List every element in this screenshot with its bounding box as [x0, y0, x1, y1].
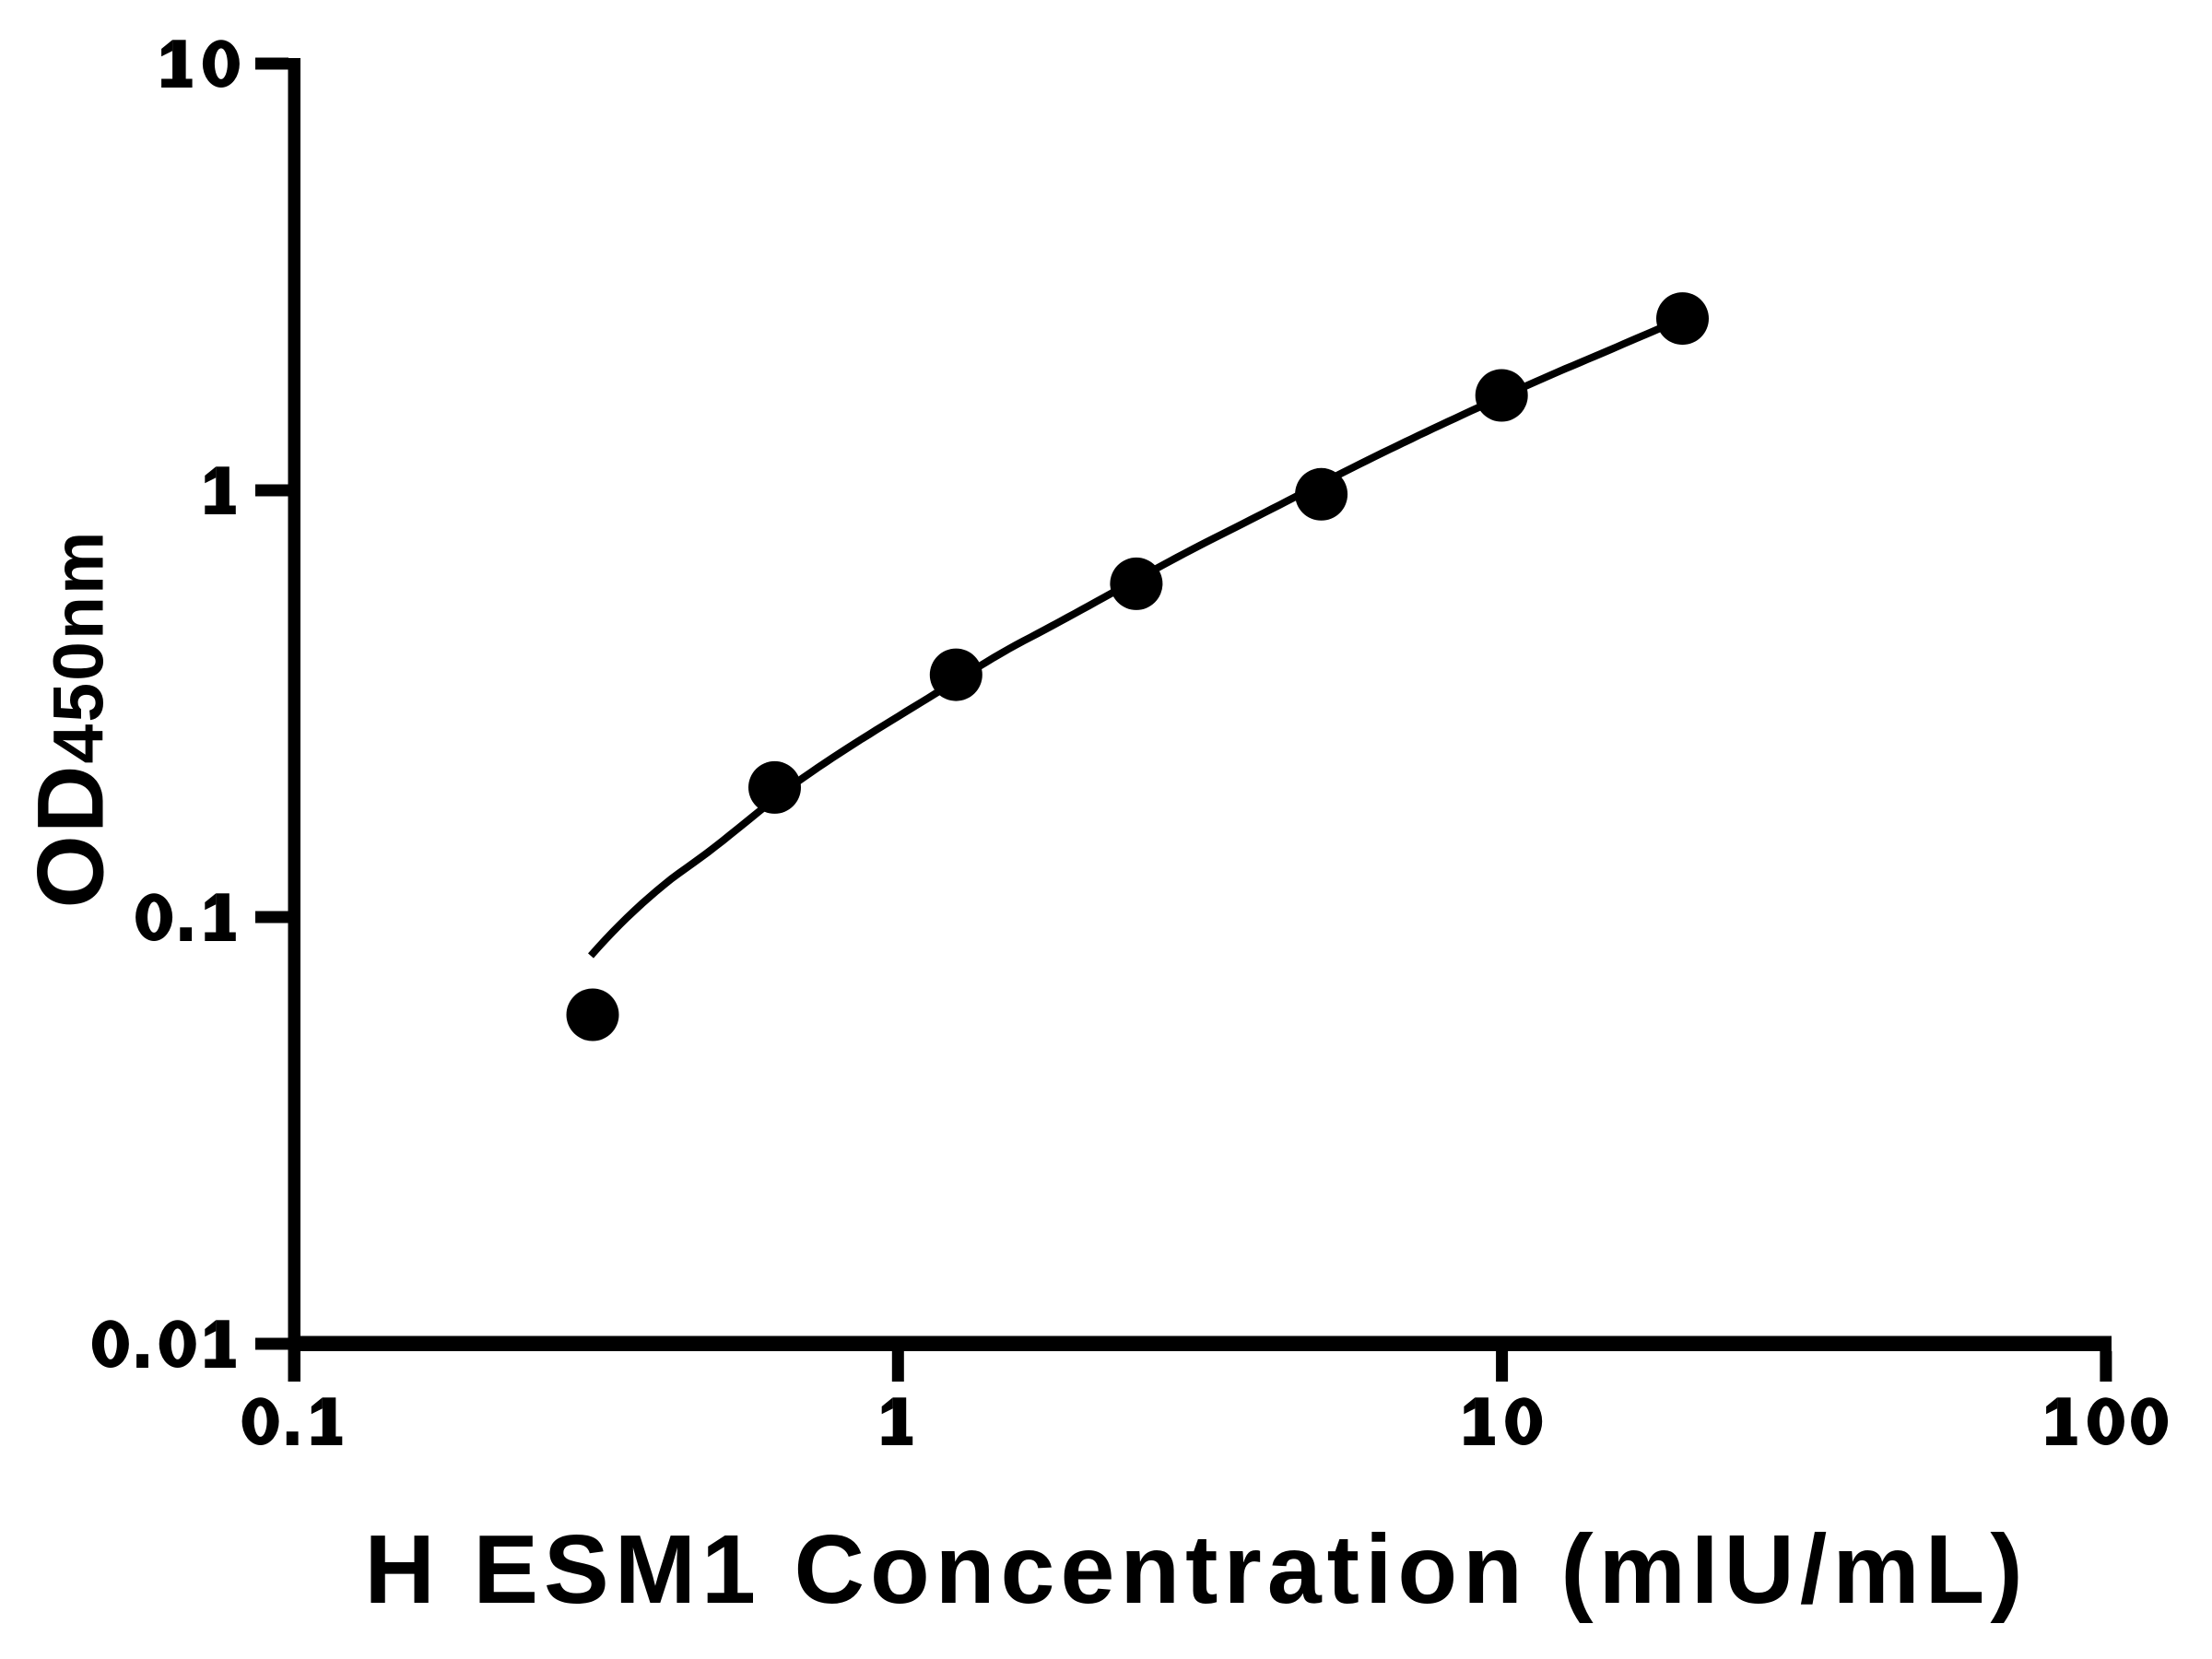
svg-text:H ESM1 Concentration (mIU/mL): H ESM1 Concentration (mIU/mL): [364, 1515, 2028, 1624]
